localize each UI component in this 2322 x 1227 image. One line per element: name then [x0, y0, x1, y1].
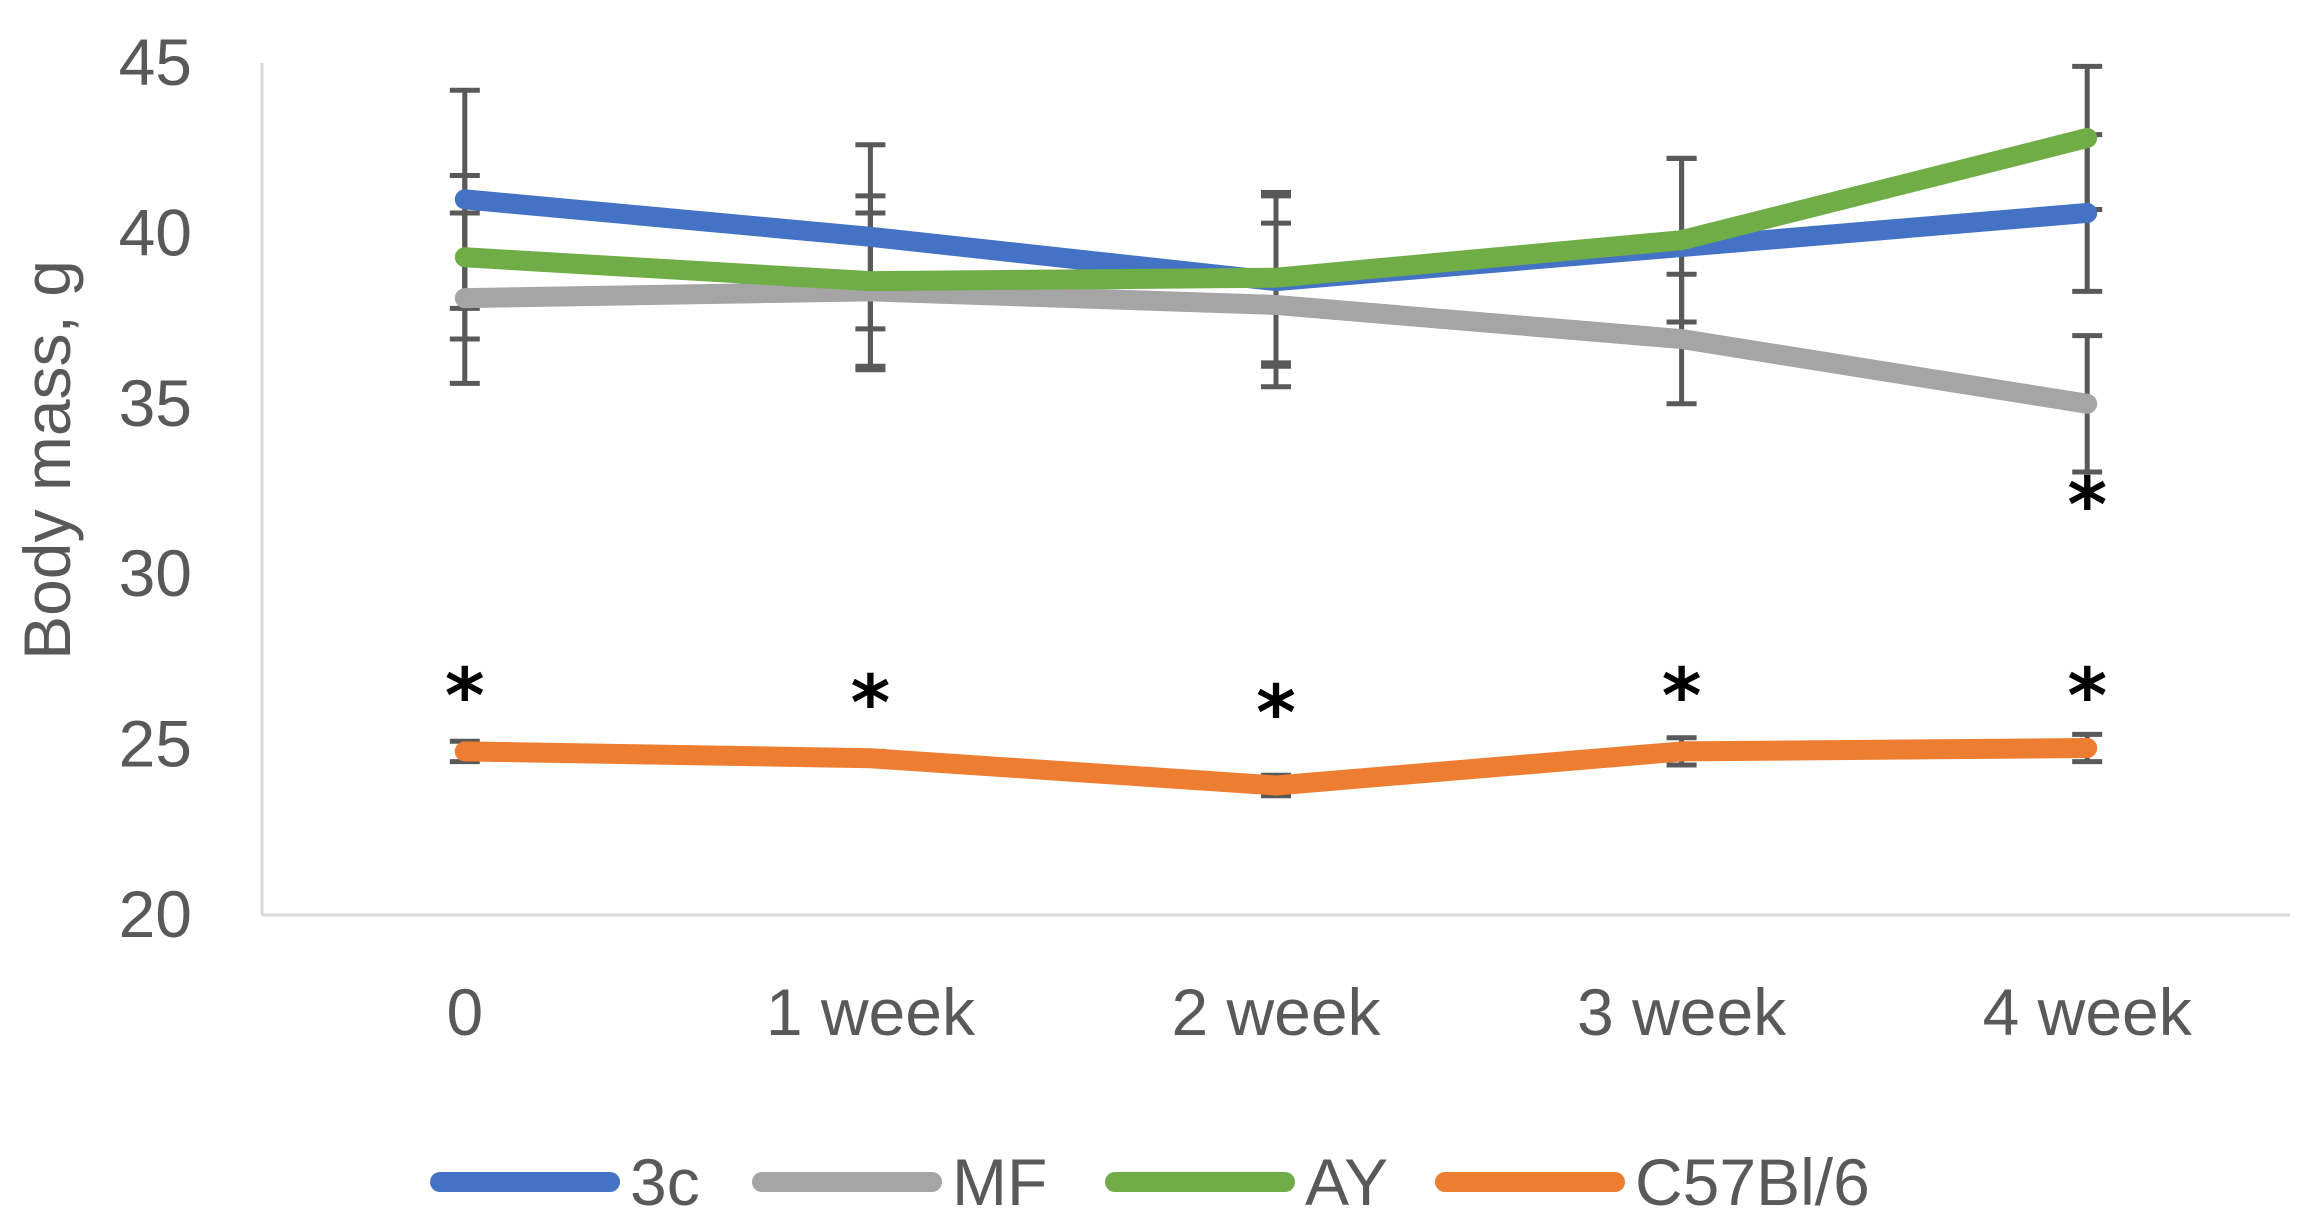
- series-lines: [454, 127, 2098, 796]
- legend-entry: 3c: [430, 1145, 700, 1219]
- series-line-ay: [454, 127, 2098, 292]
- x-tick-label: 1 week: [766, 975, 976, 1049]
- x-tick-label: 4 week: [1983, 975, 2193, 1049]
- legend-entry: AY: [1105, 1145, 1388, 1219]
- y-tick-label: 45: [119, 25, 192, 99]
- legend-label: C57Bl/6: [1635, 1145, 1870, 1219]
- legend-entry: C57Bl/6: [1435, 1145, 1870, 1219]
- legend-entry: MF: [752, 1145, 1047, 1219]
- legend: 3c MF AY C57Bl/6: [430, 1145, 1870, 1219]
- significance-annotations: * * * * * *: [445, 460, 2107, 757]
- significance-star: *: [2067, 460, 2107, 549]
- significance-star: *: [1256, 668, 1296, 757]
- y-tick-labels: 20 25 30 35 40 45: [119, 25, 192, 951]
- axes: [260, 63, 2290, 917]
- legend-label: AY: [1305, 1145, 1388, 1219]
- y-tick-label: 30: [119, 536, 192, 610]
- series-line-c57bl-6: [454, 738, 2098, 796]
- x-tick-label: 3 week: [1577, 975, 1787, 1049]
- y-tick-label: 25: [119, 707, 192, 781]
- significance-star: *: [1662, 651, 1702, 740]
- x-tick-labels: 0 1 week 2 week 3 week 4 week: [446, 975, 2192, 1049]
- legend-label: 3c: [630, 1145, 700, 1219]
- significance-star: *: [445, 651, 485, 740]
- legend-label: MF: [952, 1145, 1047, 1219]
- y-tick-label: 40: [119, 195, 192, 269]
- x-tick-label: 0: [446, 975, 483, 1049]
- series-line-mf: [454, 281, 2098, 414]
- y-tick-label: 35: [119, 366, 192, 440]
- x-tick-label: 2 week: [1171, 975, 1381, 1049]
- significance-star: *: [851, 658, 891, 747]
- y-axis-title: Body mass, g: [10, 260, 84, 660]
- significance-star: *: [2067, 651, 2107, 740]
- y-tick-label: 20: [119, 877, 192, 951]
